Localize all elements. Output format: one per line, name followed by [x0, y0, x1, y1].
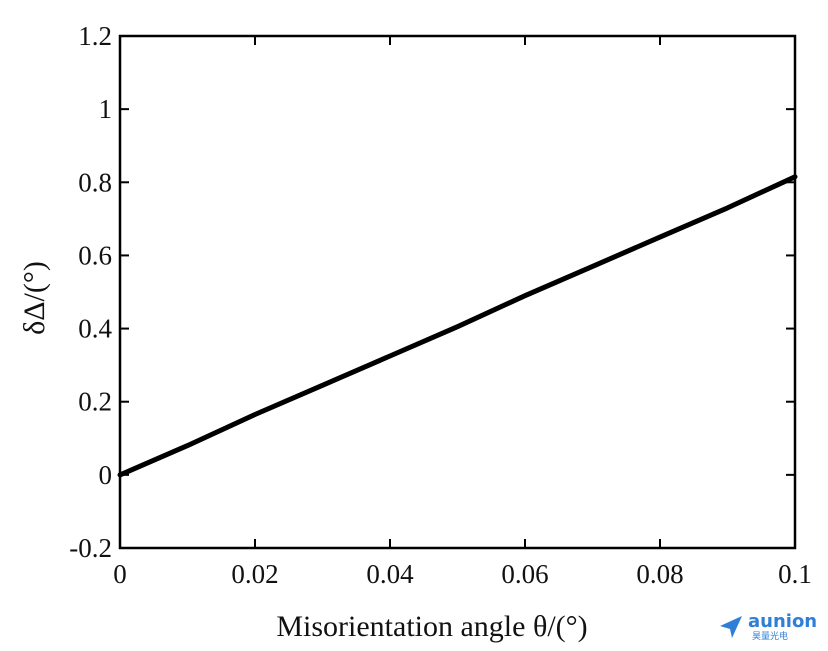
y-tick-label: -0.2 [69, 533, 112, 563]
y-axis-title: δΔ/(°) [18, 261, 51, 335]
x-tick-label: 0.04 [366, 559, 414, 589]
watermark-sub: 昊量光电 [752, 632, 789, 642]
plot-border [118, 34, 797, 550]
y-tick-label: 0.2 [78, 387, 112, 417]
y-tick-label: 0.6 [78, 240, 112, 270]
y-tick-label: 0 [99, 460, 113, 490]
plot-frame [118, 34, 797, 550]
series-line [117, 174, 798, 478]
y-tick-label: 1 [99, 94, 113, 124]
x-tick-label: 0.02 [231, 559, 278, 589]
y-tick-label: 1.2 [78, 21, 112, 51]
watermark-name: aunion [748, 611, 818, 632]
tick-marks [119, 35, 796, 549]
x-tick-label: 0 [113, 559, 127, 589]
x-axis-title: Misorientation angle θ/(°) [276, 610, 587, 643]
x-tick-labels: 0 0.02 0.04 0.06 0.08 0.1 [113, 559, 812, 589]
watermark-logo: aunion 昊量光电 [718, 612, 826, 646]
y-tick-labels: -0.2 0 0.2 0.4 0.6 0.8 1 1.2 [69, 21, 112, 563]
series-group [117, 174, 798, 478]
y-tick-label: 0.8 [78, 167, 112, 197]
paper-plane-icon [720, 616, 742, 638]
x-tick-label: 0.1 [778, 559, 812, 589]
y-tick-label: 0.4 [78, 314, 112, 344]
x-tick-label: 0.06 [501, 559, 548, 589]
x-tick-label: 0.08 [636, 559, 683, 589]
